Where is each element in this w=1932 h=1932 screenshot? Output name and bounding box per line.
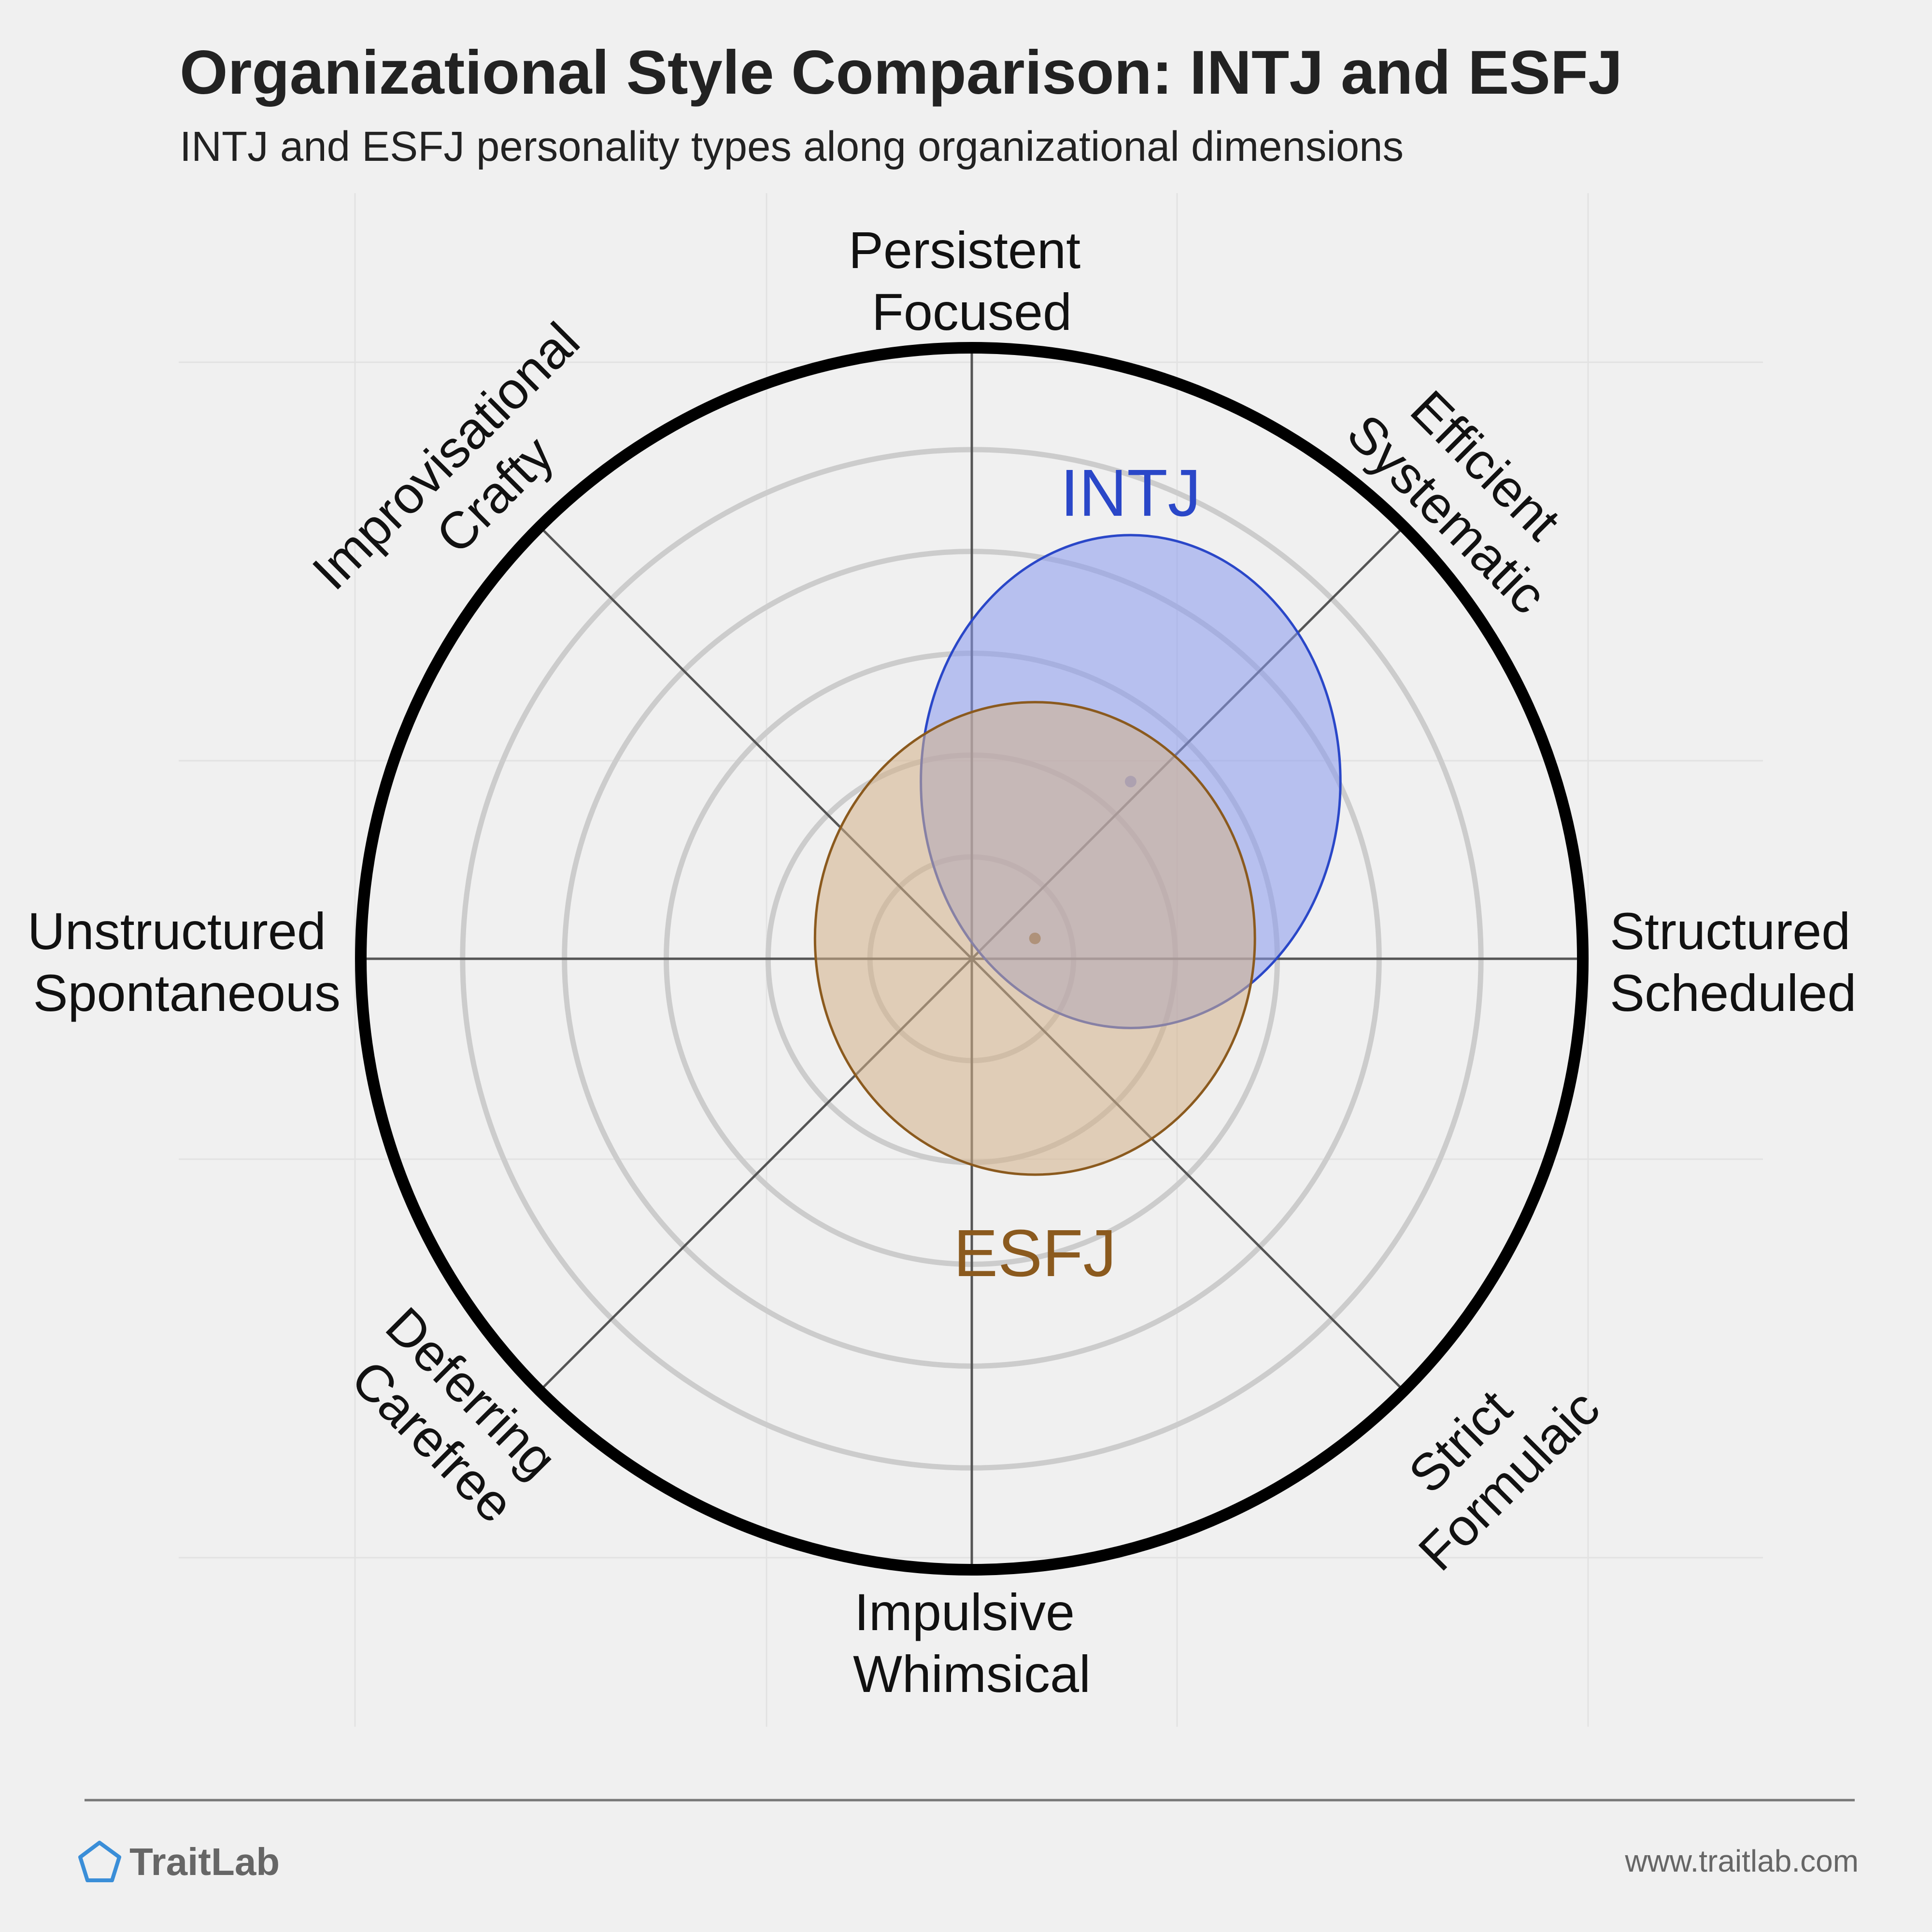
axis-label-bottom: Impulsive Whimsical xyxy=(853,1583,1091,1703)
chart-title: Organizational Style Comparison: INTJ an… xyxy=(180,38,1622,107)
outer-ring xyxy=(355,342,1589,1576)
esfj-label: ESFJ xyxy=(953,1216,1116,1291)
pentagon-icon xyxy=(78,1841,121,1882)
esfj-area xyxy=(813,701,1256,1176)
esfj-center-point xyxy=(1029,932,1041,944)
brand-name: TraitLab xyxy=(129,1840,280,1883)
type-areas: INTJ ESFJ xyxy=(813,456,1342,1291)
chart-subtitle: INTJ and ESFJ personality types along or… xyxy=(180,123,1404,170)
axis-label-left: Unstructured Spontaneous xyxy=(28,902,341,1022)
axis-label-right: Structured Scheduled xyxy=(1610,902,1865,1022)
brand-url[interactable]: www.traitlab.com xyxy=(1624,1844,1859,1878)
intj-label: INTJ xyxy=(1060,456,1201,530)
axis-label-top: Persistent Focused xyxy=(849,221,1095,341)
